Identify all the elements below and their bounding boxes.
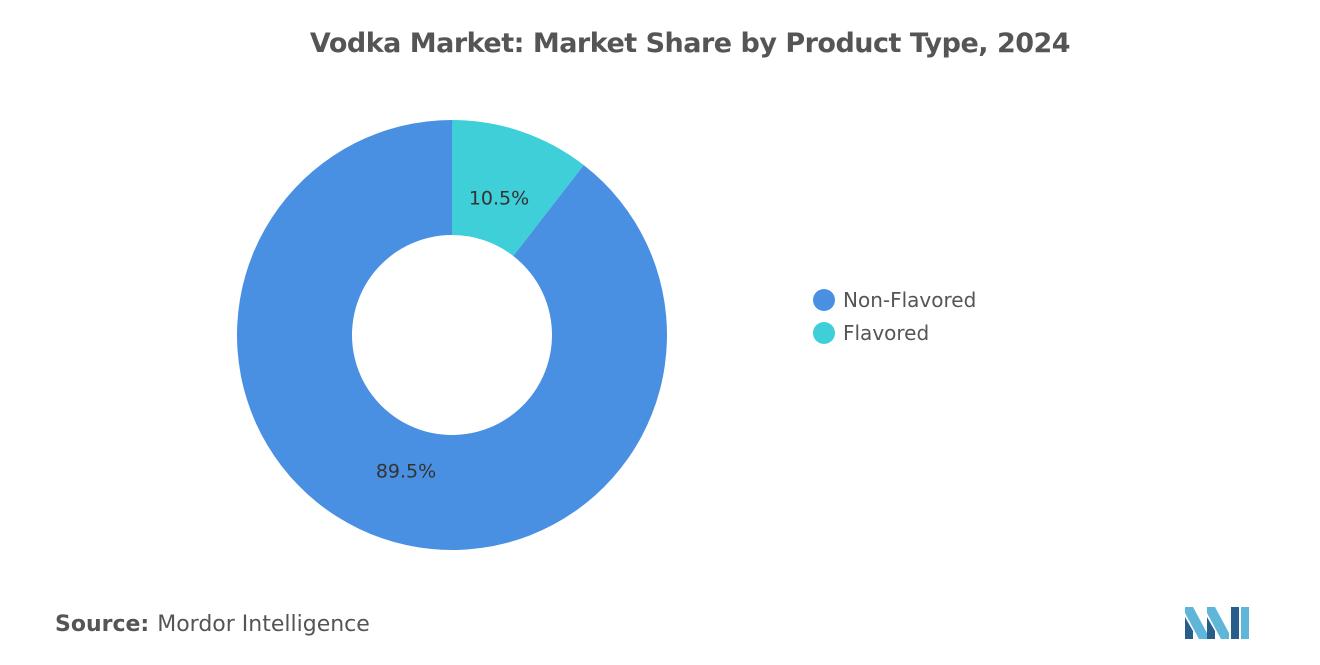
legend-swatch-flavored xyxy=(813,321,835,344)
legend: Non-Flavored Flavored xyxy=(813,283,976,349)
legend-label-non-flavored: Non-Flavored xyxy=(843,287,977,312)
source-value: Mordor Intelligence xyxy=(157,612,370,637)
legend-label-flavored: Flavored xyxy=(843,320,930,345)
legend-item-non-flavored[interactable]: Non-Flavored xyxy=(813,283,976,316)
mordor-intelligence-logo-icon xyxy=(1185,607,1249,639)
legend-swatch-non-flavored xyxy=(813,288,835,311)
data-label-non-flavored: 89.5% xyxy=(376,461,436,483)
legend-item-flavored[interactable]: Flavored xyxy=(813,316,976,349)
chart-title: Vodka Market: Market Share by Product Ty… xyxy=(309,28,1071,59)
data-label-flavored: 10.5% xyxy=(469,188,529,210)
slice-flavored[interactable] xyxy=(452,120,584,256)
source-note: Source: Mordor Intelligence xyxy=(55,612,370,637)
slice-non-flavored[interactable] xyxy=(237,120,668,550)
source-label: Source: xyxy=(55,612,150,637)
